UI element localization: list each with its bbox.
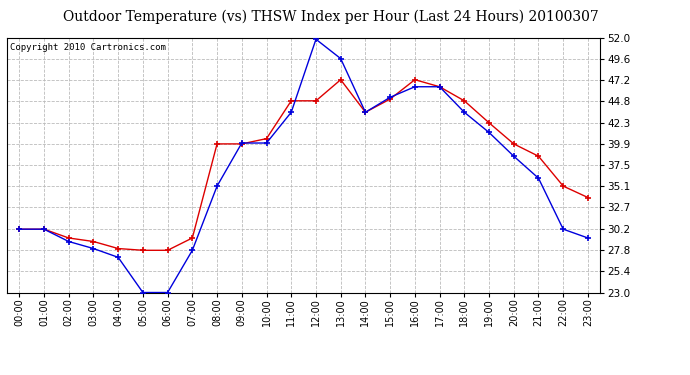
Text: Copyright 2010 Cartronics.com: Copyright 2010 Cartronics.com xyxy=(10,43,166,52)
Text: Outdoor Temperature (vs) THSW Index per Hour (Last 24 Hours) 20100307: Outdoor Temperature (vs) THSW Index per … xyxy=(63,9,599,24)
